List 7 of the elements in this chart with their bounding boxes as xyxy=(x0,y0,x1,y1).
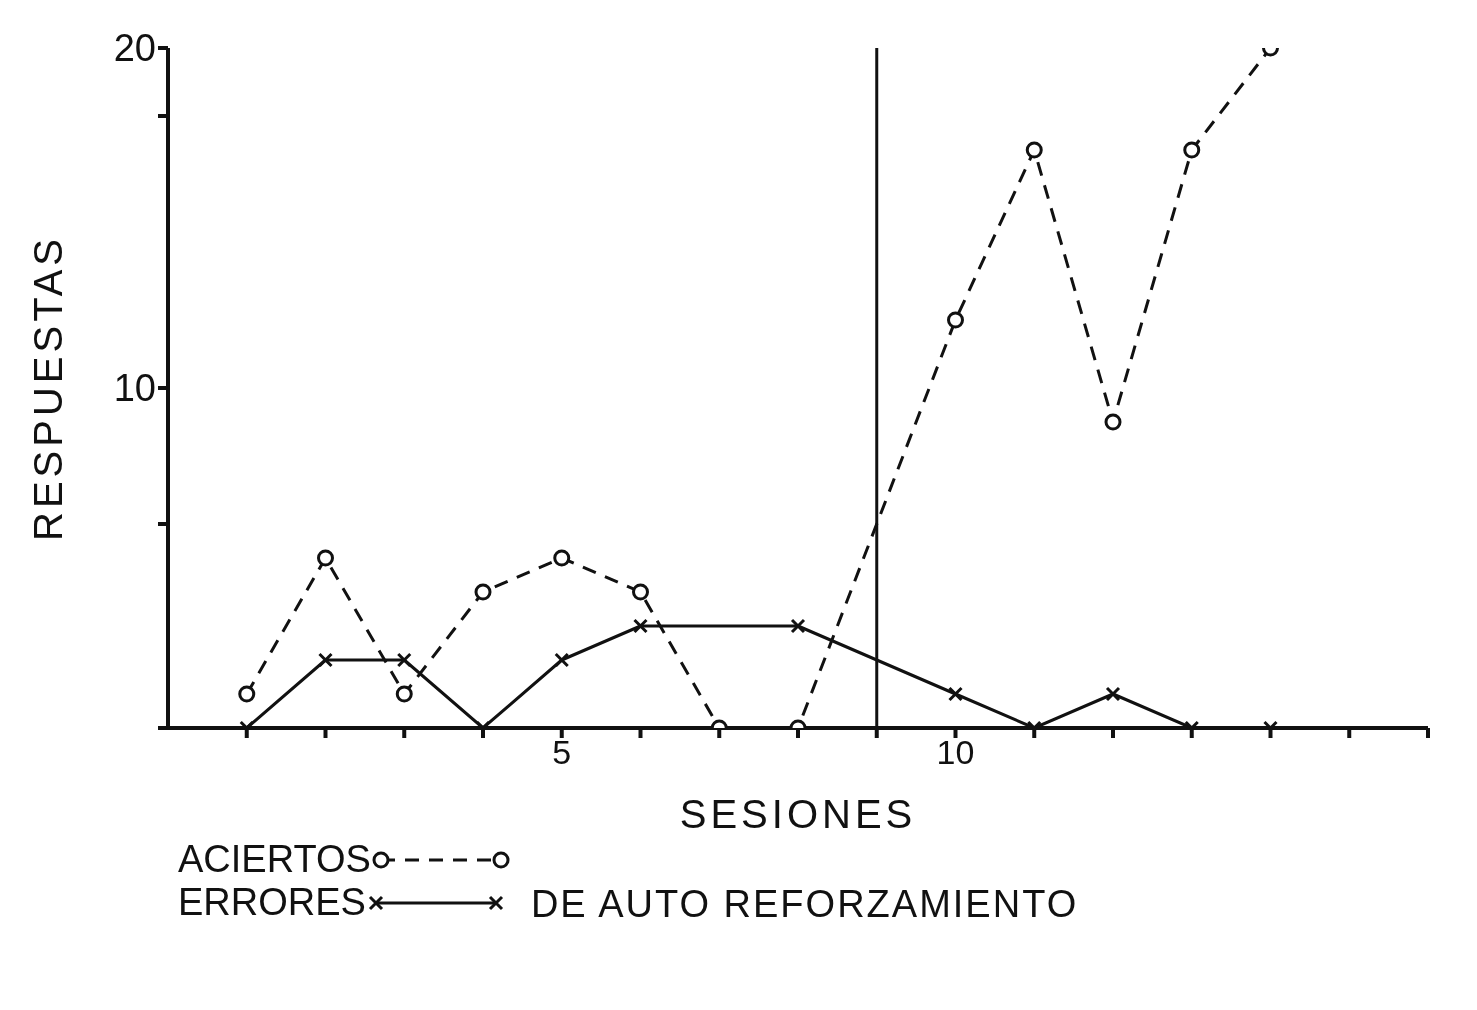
x-tick-label: 5 xyxy=(552,733,572,772)
legend-label: ERRORES xyxy=(178,881,366,924)
y-axis-title: RESPUESTAS xyxy=(26,235,71,541)
legend-label: ACIERTOS xyxy=(178,838,371,881)
y-tick-label: 20 xyxy=(113,27,156,70)
text: DE AUTO REFORZAMIENTO xyxy=(530,883,1079,926)
x-axis-title: SESIONES xyxy=(679,792,917,836)
